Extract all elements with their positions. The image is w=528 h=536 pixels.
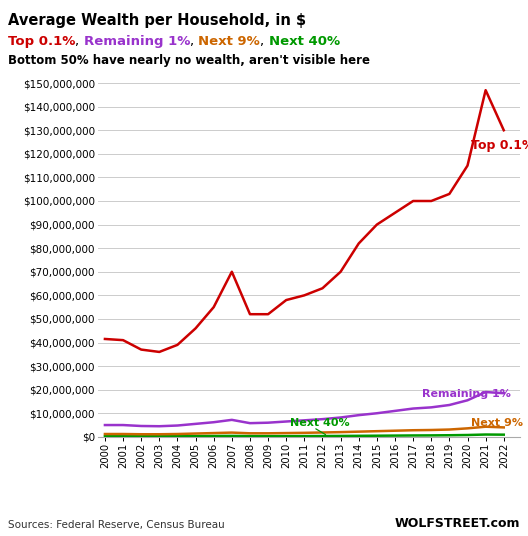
Text: Next 9%: Next 9%	[471, 418, 523, 428]
Text: WOLFSTREET.com: WOLFSTREET.com	[394, 517, 520, 530]
Text: Bottom 50% have nearly no wealth, aren't visible here: Bottom 50% have nearly no wealth, aren't…	[8, 54, 370, 66]
Text: ,: ,	[260, 35, 269, 48]
Text: Average Wealth per Household, in $: Average Wealth per Household, in $	[8, 13, 306, 28]
Text: Sources: Federal Reserve, Census Bureau: Sources: Federal Reserve, Census Bureau	[8, 519, 225, 530]
Text: Next 40%: Next 40%	[290, 418, 350, 428]
Text: ,: ,	[76, 35, 83, 48]
Text: Top 0.1%: Top 0.1%	[471, 139, 528, 152]
Text: Next 9%: Next 9%	[199, 35, 260, 48]
Text: ,: ,	[190, 35, 199, 48]
Text: Remaining 1%: Remaining 1%	[83, 35, 190, 48]
Text: Remaining 1%: Remaining 1%	[422, 389, 511, 399]
Text: Top 0.1%: Top 0.1%	[8, 35, 76, 48]
Text: Next 40%: Next 40%	[269, 35, 340, 48]
